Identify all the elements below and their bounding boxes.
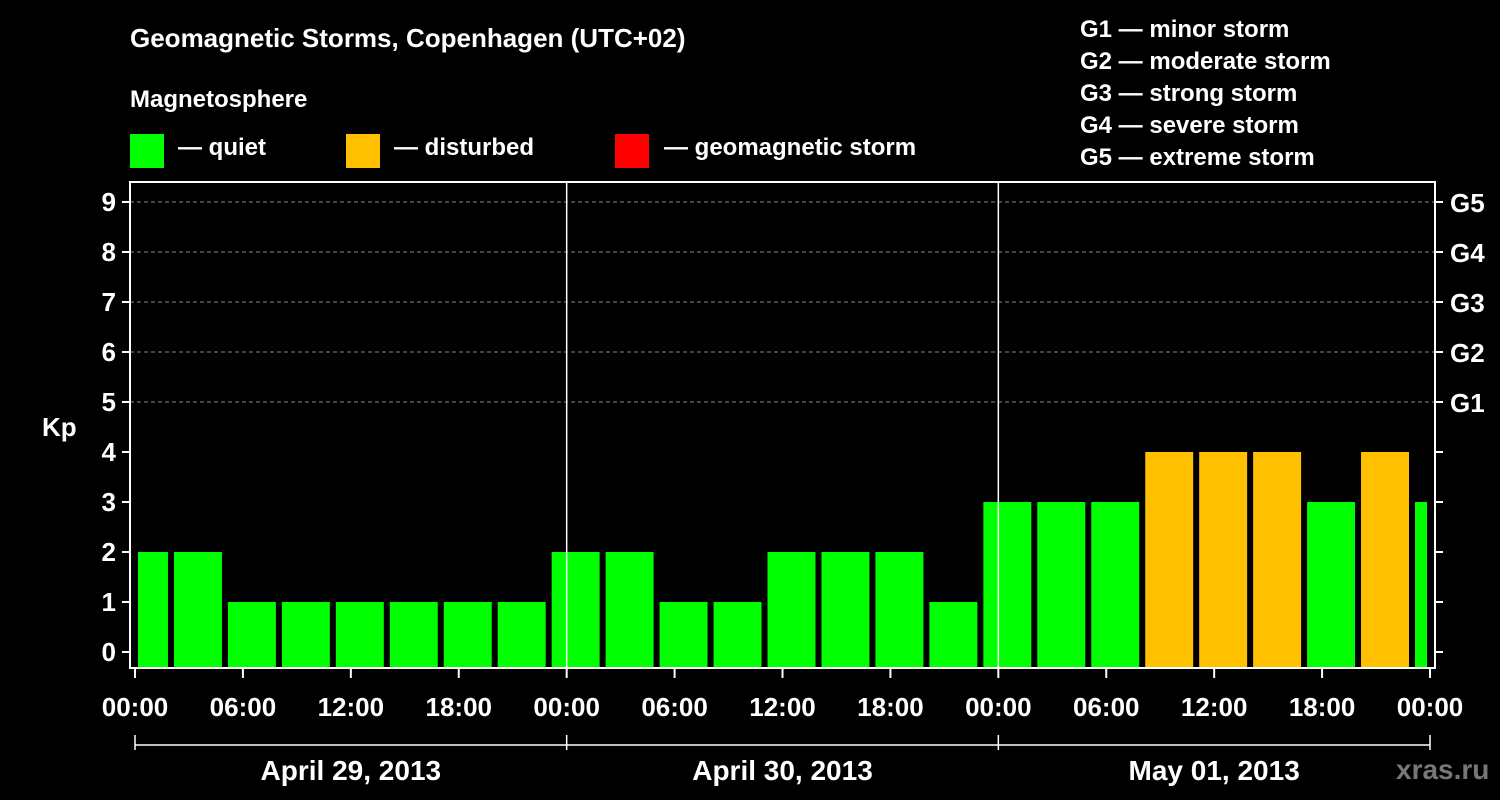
- bar-6: [443, 602, 492, 668]
- y-tick-label: 8: [102, 237, 116, 267]
- x-tick-label: 18:00: [857, 692, 924, 722]
- bar-18: [1091, 502, 1140, 668]
- bar-1: [173, 552, 222, 668]
- bar-22: [1307, 502, 1356, 668]
- storm-level-g1: G1 — minor storm: [1080, 16, 1290, 43]
- x-tick-label: 00:00: [533, 692, 600, 722]
- g-label-g3: G3: [1450, 288, 1485, 318]
- bar-20: [1199, 452, 1248, 668]
- bar-14: [875, 552, 924, 668]
- bar-0: [138, 552, 168, 668]
- bar-19: [1145, 452, 1194, 668]
- bar-23: [1361, 452, 1410, 668]
- bar-5: [389, 602, 438, 668]
- y-tick-label: 9: [102, 187, 116, 217]
- y-tick-label: 3: [102, 487, 116, 517]
- bar-13: [821, 552, 870, 668]
- bar-8: [551, 552, 600, 668]
- y-tick-label: 6: [102, 337, 116, 367]
- bar-17: [1037, 502, 1086, 668]
- y-tick-label: 1: [102, 587, 116, 617]
- bar-21: [1253, 452, 1302, 668]
- magnetosphere-heading: Magnetosphere: [130, 86, 308, 113]
- bar-16: [983, 502, 1032, 668]
- y-tick-label: 7: [102, 287, 116, 317]
- storm-levels-legend: G1 — minor storm G2 — moderate storm G3 …: [1080, 14, 1331, 174]
- g-label-g1: G1: [1450, 388, 1485, 418]
- watermark: xras.ru: [1396, 754, 1490, 785]
- bar-10: [659, 602, 708, 668]
- x-tick-label: 12:00: [749, 692, 816, 722]
- legend-swatch-storm: [615, 134, 649, 168]
- x-tick-label: 12:00: [318, 692, 385, 722]
- legend-label-storm: — geomagnetic storm: [664, 134, 917, 161]
- x-tick-label: 06:00: [1073, 692, 1140, 722]
- bar-3: [281, 602, 330, 668]
- y-tick-label: 5: [102, 387, 116, 417]
- x-tick-label: 06:00: [210, 692, 277, 722]
- x-tick-label: 18:00: [426, 692, 493, 722]
- chart-title: Geomagnetic Storms, Copenhagen (UTC+02): [130, 23, 686, 53]
- bar-11: [713, 602, 762, 668]
- bar-24: [1415, 502, 1427, 668]
- y-tick-label: 0: [102, 637, 116, 667]
- bar-4: [335, 602, 384, 668]
- g-label-g4: G4: [1450, 238, 1485, 268]
- legend-label-quiet: — quiet: [178, 134, 266, 161]
- y-tick-label: 2: [102, 537, 116, 567]
- g-label-g5: G5: [1450, 188, 1485, 218]
- bar-2: [227, 602, 276, 668]
- legend-label-disturbed: — disturbed: [394, 134, 535, 161]
- day-label-0: April 29, 2013: [261, 755, 442, 786]
- x-tick-label: 00:00: [965, 692, 1032, 722]
- legend-swatch-disturbed: [346, 134, 380, 168]
- legend-swatch-quiet: [130, 134, 164, 168]
- day-label-2: May 01, 2013: [1129, 755, 1300, 786]
- bar-7: [497, 602, 546, 668]
- x-tick-label: 12:00: [1181, 692, 1248, 722]
- storm-level-g2: G2 — moderate storm: [1080, 48, 1331, 75]
- g-label-g2: G2: [1450, 338, 1485, 368]
- bar-9: [605, 552, 654, 668]
- x-tick-label: 18:00: [1289, 692, 1356, 722]
- x-tick-label: 00:00: [102, 692, 169, 722]
- storm-level-g5: G5 — extreme storm: [1080, 144, 1315, 171]
- x-tick-label: 06:00: [641, 692, 708, 722]
- y-tick-label: 4: [102, 437, 117, 467]
- day-label-1: April 30, 2013: [692, 755, 873, 786]
- x-tick-label: 00:00: [1397, 692, 1464, 722]
- bar-12: [767, 552, 816, 668]
- storm-level-g3: G3 — strong storm: [1080, 80, 1298, 107]
- bar-15: [929, 602, 978, 668]
- y-axis-label: Kp: [42, 412, 77, 442]
- storm-level-g4: G4 — severe storm: [1080, 112, 1299, 139]
